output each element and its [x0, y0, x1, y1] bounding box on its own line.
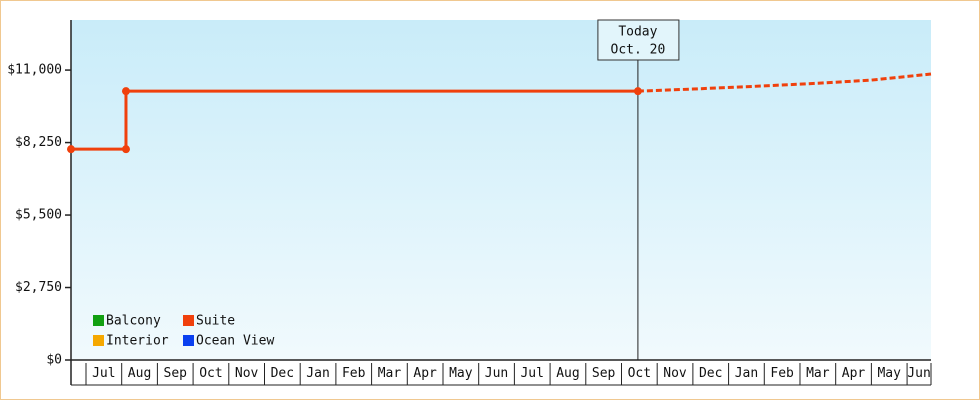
x-tick-label: Apr: [413, 366, 437, 381]
point: [121, 87, 130, 96]
x-tick-label: Nov: [663, 366, 687, 381]
x-tick-label: Dec: [271, 366, 294, 381]
legend-label: Interior: [106, 334, 169, 349]
y-tick-label: $11,000: [7, 63, 62, 78]
today-box: [597, 19, 680, 61]
x-tick-label: Sep: [592, 366, 616, 381]
x-tick-label: Mar: [806, 366, 830, 381]
x-tick-label: Jul: [520, 366, 543, 381]
line: [71, 89, 638, 151]
x-tick-label: Jun: [907, 366, 930, 381]
legend-label: Ocean View: [196, 334, 274, 349]
legend-label: Suite: [196, 314, 235, 329]
y-tick-label: $8,250: [15, 135, 62, 150]
x-tick-label: Oct: [199, 366, 222, 381]
forecast-line: [637, 72, 932, 93]
x-tick-label: Sep: [164, 366, 188, 381]
today-label: Today: [618, 25, 657, 40]
x-tick-label: May: [449, 366, 473, 381]
plot-area: [71, 20, 931, 360]
legend-swatch: [93, 335, 104, 346]
x-tick-label: Nov: [235, 366, 259, 381]
x-tick-label: Jan: [306, 366, 329, 381]
x-tick-label: Oct: [628, 366, 651, 381]
x-tick-label: Jul: [92, 366, 115, 381]
y-tick-label: $5,500: [15, 208, 62, 223]
today-label: Oct. 20: [611, 43, 666, 58]
y-tick-label: $0: [46, 353, 62, 368]
x-tick-label: Mar: [378, 366, 402, 381]
x-tick-label: Apr: [842, 366, 866, 381]
x-tick-label: Aug: [128, 366, 151, 381]
legend-swatch: [93, 315, 104, 326]
x-tick-label: Dec: [699, 366, 722, 381]
legend-swatch: [183, 315, 194, 326]
point: [121, 145, 130, 154]
x-tick-label: Feb: [770, 366, 794, 381]
x-tick-label: Jun: [485, 366, 508, 381]
point: [67, 145, 75, 154]
y-tick-label: $2,750: [15, 280, 62, 295]
x-tick-label: Aug: [556, 366, 579, 381]
x-tick-label: Jan: [735, 366, 758, 381]
legend-label: Balcony: [106, 314, 161, 329]
x-tick-label: May: [877, 366, 901, 381]
x-tick-label: Feb: [342, 366, 366, 381]
legend-swatch: [183, 335, 194, 346]
